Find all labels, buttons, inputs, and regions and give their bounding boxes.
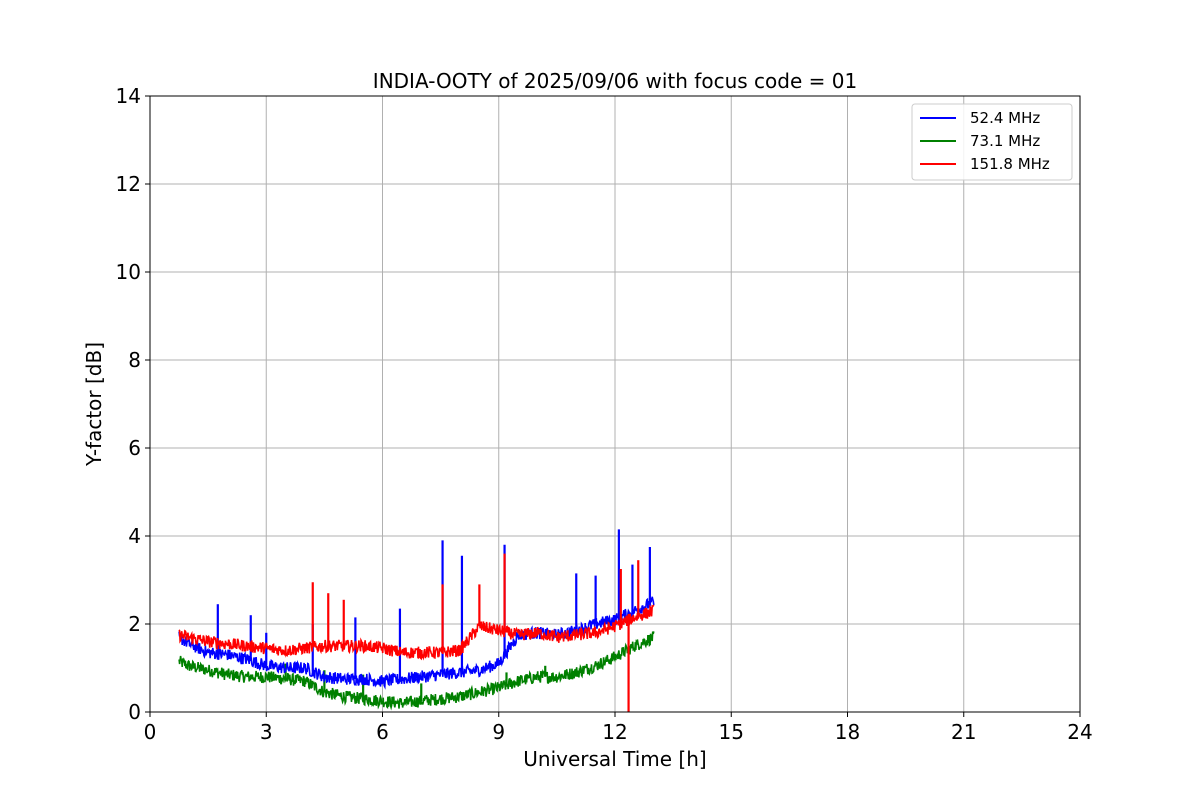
- y-axis-label: Y-factor [dB]: [82, 342, 106, 467]
- legend-label-1: 73.1 MHz: [970, 132, 1040, 150]
- series-2-segment: [336, 637, 417, 659]
- y-tick-label-2: 4: [128, 524, 141, 548]
- series-2-segment: [178, 629, 259, 653]
- series-2-segment: [652, 604, 655, 607]
- series-2-segment: [494, 623, 575, 643]
- series-1-segment: [415, 681, 496, 708]
- x-tick-label-8: 24: [1067, 720, 1092, 744]
- x-tick-label-1: 3: [260, 720, 273, 744]
- x-tick-label-7: 21: [951, 720, 976, 744]
- series-layer: [178, 529, 655, 712]
- series-0: [178, 529, 655, 690]
- x-tick-label-6: 18: [835, 720, 860, 744]
- series-2-segment: [256, 639, 338, 658]
- y-tick-label-0: 0: [128, 700, 141, 724]
- series-0-segment: [256, 658, 338, 685]
- series-0-segment: [415, 660, 496, 685]
- series-1-segment: [336, 689, 417, 711]
- x-tick-label-5: 15: [719, 720, 744, 744]
- y-tick-label-4: 8: [128, 348, 141, 372]
- series-2-segment: [415, 621, 496, 661]
- series-1-segment: [652, 631, 655, 635]
- x-axis-label: Universal Time [h]: [523, 747, 706, 771]
- series-1-segment: [178, 655, 259, 683]
- series-0-segment: [573, 596, 654, 639]
- y-tick-label-3: 6: [128, 436, 141, 460]
- legend: 52.4 MHz 73.1 MHz 151.8 MHz: [911, 103, 1073, 181]
- x-tick-label-0: 0: [144, 720, 157, 744]
- legend-box: [911, 103, 1073, 181]
- y-tick-label-1: 2: [128, 612, 141, 636]
- series-1-segment: [257, 671, 338, 701]
- y-tick-label-7: 14: [116, 84, 141, 108]
- x-tick-label-3: 9: [492, 720, 505, 744]
- series-1-segment: [573, 631, 654, 679]
- series-0-segment: [652, 600, 655, 606]
- legend-label-0: 52.4 MHz: [970, 109, 1040, 127]
- series-0-segment: [336, 671, 417, 690]
- chart-title: INDIA-OOTY of 2025/09/06 with focus code…: [373, 69, 857, 93]
- x-tick-label-4: 12: [602, 720, 627, 744]
- x-tick-label-2: 6: [376, 720, 389, 744]
- series-2-segment: [573, 604, 654, 642]
- series-1-segment: [494, 668, 575, 693]
- legend-label-2: 151.8 MHz: [970, 155, 1050, 173]
- y-tick-label-5: 10: [116, 260, 141, 284]
- series-2: [178, 553, 655, 712]
- y-tick-label-6: 12: [116, 172, 141, 196]
